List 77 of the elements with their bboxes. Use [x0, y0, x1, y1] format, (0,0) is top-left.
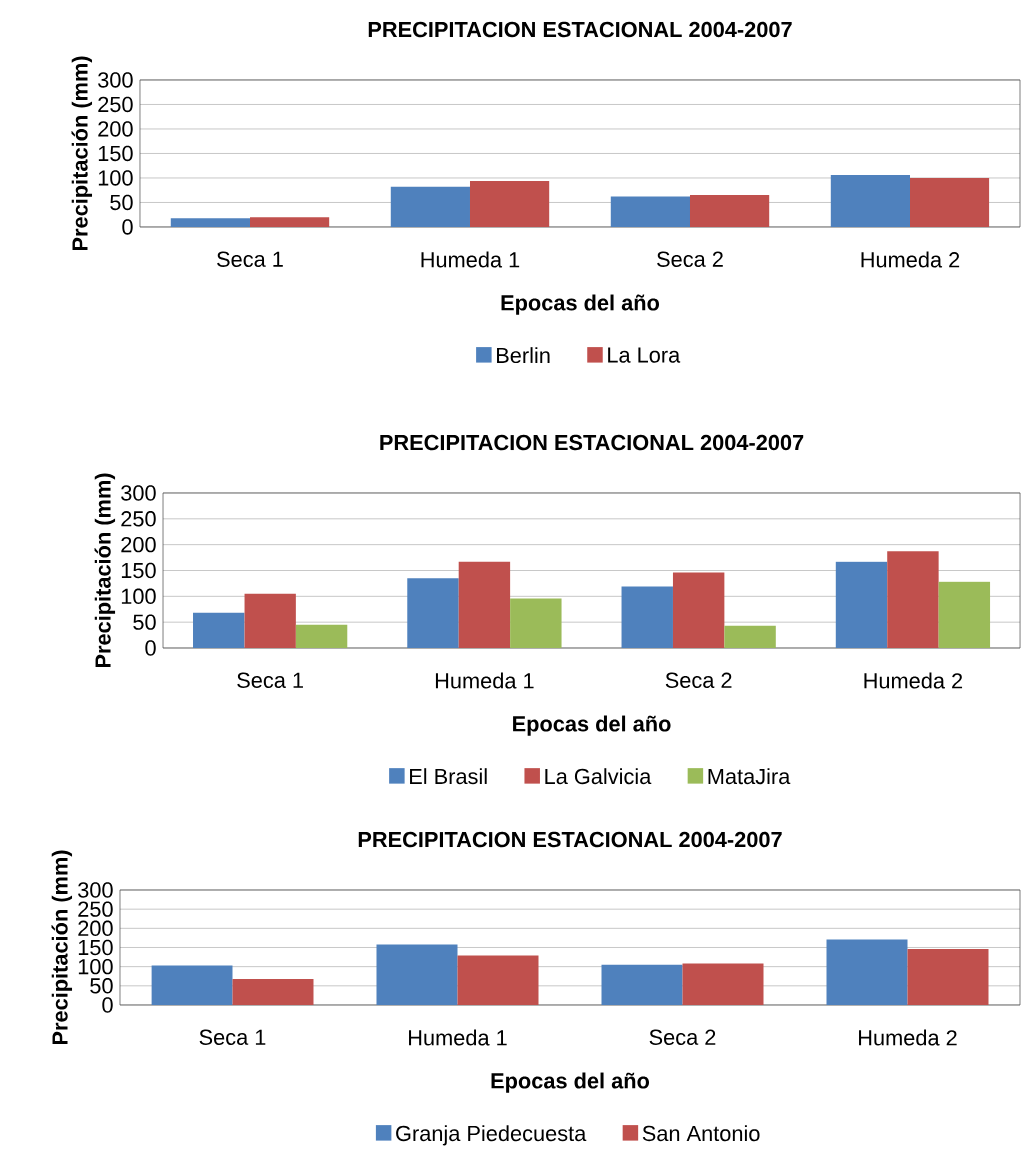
- bar: [907, 949, 989, 1005]
- bar: [249, 217, 330, 227]
- y-tick-label: 150: [98, 145, 133, 162]
- y-tick-label: 250: [98, 96, 133, 113]
- x-tick-label: Seca 1: [217, 251, 283, 267]
- bar: [170, 218, 250, 227]
- bar: [376, 944, 458, 1005]
- legend-label: San Antonio: [642, 1125, 760, 1142]
- legend-label: La Galvicia: [545, 768, 652, 785]
- y-tick-label: 250: [78, 901, 113, 917]
- y-axis-title: Precipitación (mm): [94, 473, 116, 668]
- x-axis-title: Epocas del año: [501, 294, 660, 315]
- bar: [621, 586, 673, 648]
- y-tick-label: 150: [121, 562, 156, 579]
- y-tick-label: 100: [121, 588, 156, 605]
- y-tick-label: 300: [121, 485, 156, 501]
- y-tick-label: 150: [78, 939, 113, 956]
- y-tick-label: 100: [98, 170, 133, 186]
- bar: [244, 593, 296, 648]
- x-tick-label: Humeda 2: [861, 251, 960, 268]
- legend-label: El Brasil: [410, 768, 487, 785]
- bar: [672, 572, 725, 648]
- x-tick-label: Humeda 1: [409, 1029, 507, 1046]
- bar: [830, 175, 911, 227]
- chart-title: PRECIPITACION ESTACIONAL 2004-2007: [358, 831, 782, 848]
- bar: [887, 551, 939, 648]
- legend-label: MataJira: [708, 768, 791, 785]
- y-tick-label: 0: [102, 997, 113, 1013]
- legend-label: La Lora: [608, 347, 681, 363]
- chart-title: PRECIPITACION ESTACIONAL 2004-2007: [368, 21, 792, 38]
- y-tick-label: 0: [122, 219, 133, 235]
- bar: [510, 598, 562, 648]
- y-tick-label: 50: [90, 978, 113, 994]
- x-tick-label: Seca 2: [649, 1029, 716, 1045]
- bar: [232, 978, 314, 1005]
- bar: [610, 196, 690, 227]
- x-tick-label: Seca 2: [657, 251, 723, 267]
- bar: [469, 180, 550, 227]
- bar: [457, 955, 539, 1005]
- bar: [601, 964, 683, 1005]
- bar: [458, 561, 511, 648]
- y-tick-label: 0: [145, 640, 156, 656]
- x-tick-label: Humeda 1: [435, 672, 534, 689]
- x-tick-label: Humeda 1: [421, 251, 520, 268]
- y-tick-label: 250: [121, 511, 156, 527]
- y-tick-label: 200: [98, 121, 133, 137]
- bar: [151, 965, 233, 1005]
- bar: [407, 578, 459, 648]
- y-tick-label: 100: [78, 958, 113, 975]
- y-axis-title: Precipitación (mm): [51, 850, 73, 1045]
- bar: [193, 612, 245, 648]
- x-tick-label: Humeda 2: [864, 672, 963, 689]
- x-tick-label: Humeda 2: [859, 1029, 957, 1046]
- x-tick-label: Seca 2: [665, 672, 732, 688]
- x-tick-label: Seca 1: [237, 672, 303, 688]
- y-tick-label: 300: [78, 882, 113, 898]
- y-tick-label: 300: [98, 72, 133, 88]
- y-tick-label: 200: [121, 536, 156, 553]
- bar: [724, 625, 776, 648]
- y-tick-label: 200: [78, 920, 113, 937]
- bar: [689, 195, 770, 227]
- bar: [295, 624, 348, 648]
- legend-label: Granja Piedecuesta: [396, 1125, 587, 1146]
- bar: [835, 561, 888, 648]
- y-tick-label: 50: [110, 194, 133, 211]
- chart-title: PRECIPITACION ESTACIONAL 2004-2007: [380, 434, 804, 451]
- bar: [938, 581, 991, 648]
- y-tick-label: 50: [133, 614, 156, 630]
- bar: [682, 963, 764, 1005]
- y-axis-title: Precipitación (mm): [71, 56, 93, 251]
- x-axis-title: Epocas del año: [491, 1072, 650, 1093]
- bar: [910, 177, 990, 227]
- bar: [826, 939, 908, 1005]
- x-axis-title: Epocas del año: [513, 715, 671, 736]
- bar: [390, 186, 470, 227]
- x-tick-label: Seca 1: [199, 1029, 266, 1045]
- legend-label: Berlin: [497, 347, 550, 364]
